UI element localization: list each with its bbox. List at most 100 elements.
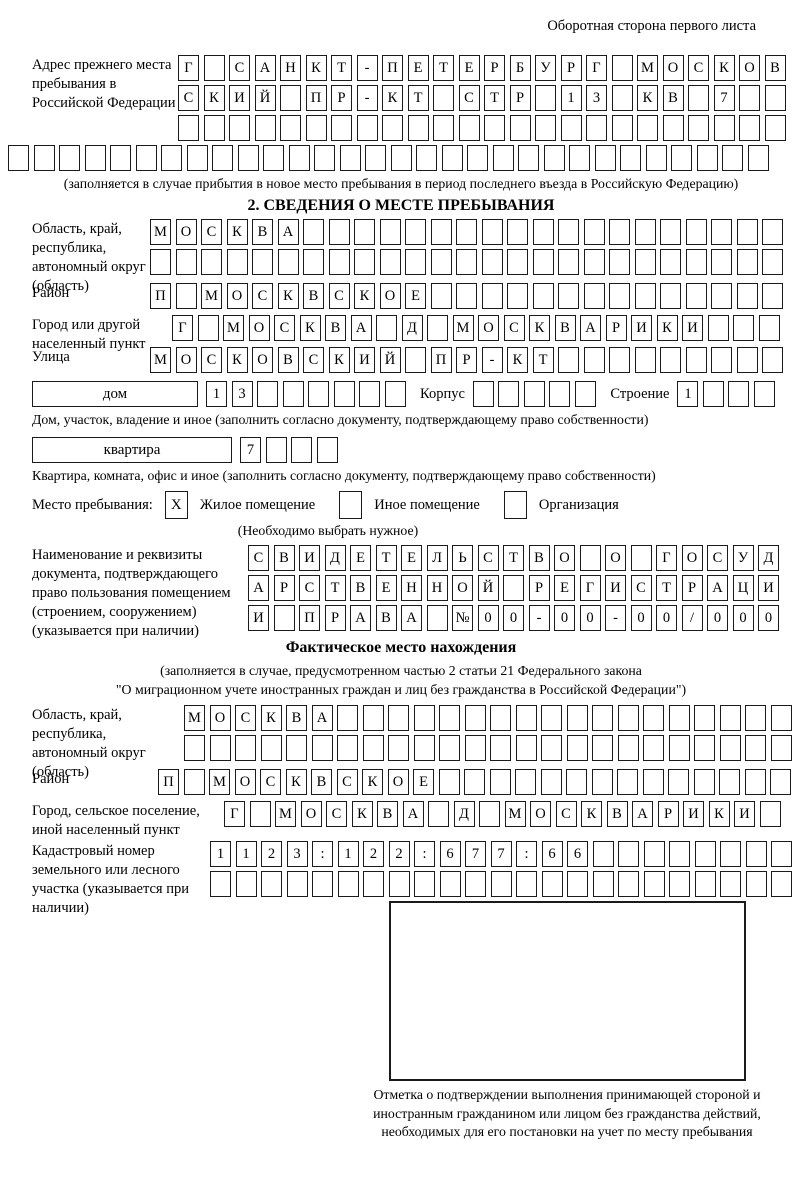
- char-cell[interactable]: С: [201, 219, 222, 245]
- char-cell[interactable]: [762, 219, 783, 245]
- char-cell[interactable]: [413, 735, 435, 761]
- char-cell[interactable]: 1: [337, 841, 359, 867]
- char-cell[interactable]: [492, 145, 514, 171]
- char-cell[interactable]: [235, 871, 257, 897]
- char-cell[interactable]: [265, 437, 287, 463]
- char-cell[interactable]: [543, 145, 565, 171]
- char-cell[interactable]: С: [555, 801, 577, 827]
- char-cell[interactable]: [634, 249, 656, 275]
- char-cell[interactable]: [592, 735, 613, 761]
- char-cell[interactable]: А: [402, 801, 424, 827]
- char-cell[interactable]: 6: [541, 841, 563, 867]
- char-cell[interactable]: В: [764, 55, 786, 81]
- char-cell[interactable]: [379, 249, 401, 275]
- char-cell[interactable]: [503, 575, 524, 601]
- char-cell[interactable]: В: [277, 347, 299, 373]
- char-cell[interactable]: [762, 249, 783, 275]
- char-cell[interactable]: М: [275, 801, 296, 827]
- char-cell[interactable]: [591, 769, 613, 795]
- char-cell[interactable]: [771, 871, 792, 897]
- char-cell[interactable]: [668, 705, 690, 731]
- char-cell[interactable]: [668, 735, 690, 761]
- char-cell[interactable]: И: [758, 575, 779, 601]
- char-cell[interactable]: К: [354, 283, 375, 309]
- char-cell[interactable]: 2: [388, 841, 410, 867]
- char-cell[interactable]: В: [350, 575, 371, 601]
- char-cell[interactable]: [376, 315, 397, 341]
- char-cell[interactable]: [481, 249, 503, 275]
- char-cell[interactable]: [212, 145, 233, 171]
- char-cell[interactable]: О: [554, 545, 575, 571]
- char-cell[interactable]: Р: [324, 605, 346, 631]
- char-cell[interactable]: К: [285, 769, 307, 795]
- char-cell[interactable]: [197, 315, 219, 341]
- char-cell[interactable]: [694, 841, 716, 867]
- char-cell[interactable]: О: [662, 55, 684, 81]
- char-cell[interactable]: [489, 769, 511, 795]
- char-cell[interactable]: [617, 769, 638, 795]
- char-cell[interactable]: Т: [331, 55, 352, 81]
- char-cell[interactable]: [507, 283, 528, 309]
- char-cell[interactable]: Г: [178, 55, 199, 81]
- char-cell[interactable]: [736, 219, 758, 245]
- char-cell[interactable]: [719, 705, 741, 731]
- checkbox-organization[interactable]: [503, 491, 527, 519]
- char-cell[interactable]: [722, 145, 743, 171]
- char-cell[interactable]: Р: [560, 55, 582, 81]
- char-cell[interactable]: А: [401, 605, 422, 631]
- char-cell[interactable]: [764, 85, 786, 111]
- char-cell[interactable]: [314, 145, 335, 171]
- char-cell[interactable]: О: [175, 347, 197, 373]
- char-cell[interactable]: [645, 145, 667, 171]
- char-cell[interactable]: С: [336, 769, 358, 795]
- char-cell[interactable]: [609, 219, 630, 245]
- char-cell[interactable]: 0: [579, 605, 601, 631]
- char-cell[interactable]: Р: [509, 85, 531, 111]
- char-cell[interactable]: [328, 219, 350, 245]
- char-cell[interactable]: [558, 219, 579, 245]
- char-cell[interactable]: [523, 381, 545, 407]
- char-cell[interactable]: [405, 219, 426, 245]
- char-cell[interactable]: И: [248, 605, 269, 631]
- char-cell[interactable]: [747, 145, 769, 171]
- char-cell[interactable]: [535, 85, 556, 111]
- char-cell[interactable]: Е: [407, 55, 429, 81]
- char-cell[interactable]: [541, 871, 563, 897]
- char-cell[interactable]: [694, 735, 715, 761]
- char-cell[interactable]: Т: [375, 545, 397, 571]
- char-cell[interactable]: -: [481, 347, 503, 373]
- char-cell[interactable]: Е: [375, 575, 397, 601]
- char-cell[interactable]: [696, 145, 718, 171]
- char-cell[interactable]: [388, 871, 410, 897]
- char-cell[interactable]: [668, 769, 689, 795]
- char-cell[interactable]: О: [478, 315, 499, 341]
- char-cell[interactable]: [209, 735, 231, 761]
- char-cell[interactable]: [337, 871, 359, 897]
- char-cell[interactable]: В: [273, 545, 295, 571]
- char-cell[interactable]: [311, 735, 333, 761]
- char-cell[interactable]: [110, 145, 131, 171]
- char-cell[interactable]: [728, 381, 750, 407]
- char-cell[interactable]: [433, 85, 454, 111]
- char-cell[interactable]: [359, 381, 380, 407]
- char-cell[interactable]: И: [299, 545, 320, 571]
- char-cell[interactable]: [286, 871, 308, 897]
- char-cell[interactable]: К: [226, 219, 248, 245]
- char-cell[interactable]: У: [732, 545, 754, 571]
- char-cell[interactable]: [308, 381, 329, 407]
- char-cell[interactable]: [481, 219, 503, 245]
- char-cell[interactable]: К: [581, 801, 602, 827]
- char-cell[interactable]: В: [311, 769, 332, 795]
- char-cell[interactable]: О: [605, 545, 626, 571]
- char-cell[interactable]: 0: [732, 605, 754, 631]
- char-cell[interactable]: И: [734, 801, 755, 827]
- char-cell[interactable]: [688, 85, 709, 111]
- char-cell[interactable]: [532, 283, 554, 309]
- char-cell[interactable]: [711, 283, 732, 309]
- char-cell[interactable]: [254, 115, 276, 141]
- char-cell[interactable]: К: [260, 705, 282, 731]
- char-cell[interactable]: [183, 769, 205, 795]
